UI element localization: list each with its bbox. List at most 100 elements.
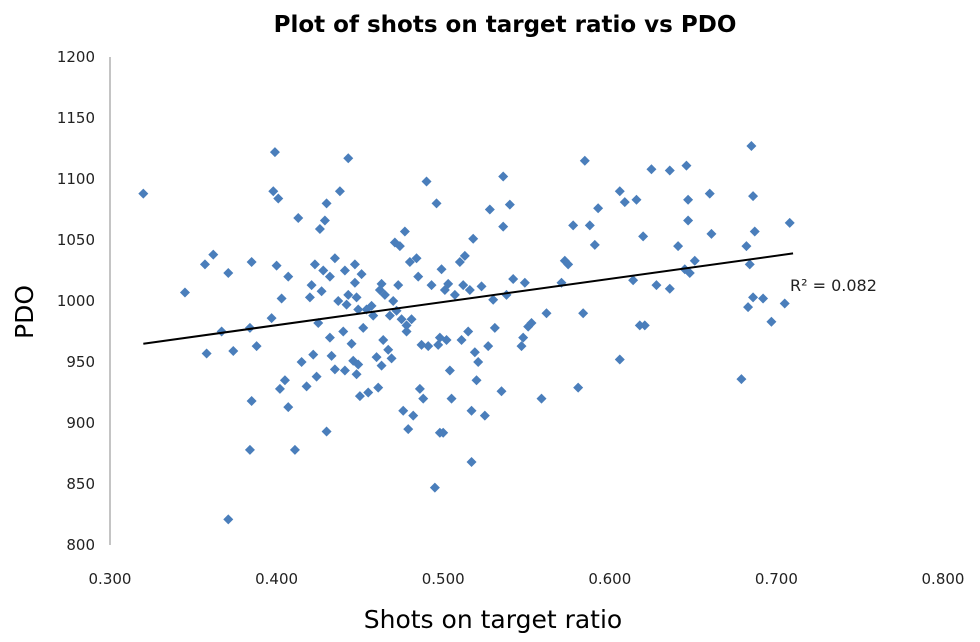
data-point (784, 217, 795, 228)
data-point (279, 375, 290, 386)
data-point (479, 410, 490, 421)
y-tick-label: 800 (66, 536, 95, 554)
x-tick-label: 0.300 (89, 570, 132, 588)
data-point (519, 277, 530, 288)
data-point (736, 374, 747, 385)
data-point (273, 193, 284, 204)
data-point (779, 298, 790, 309)
data-point (301, 381, 312, 392)
data-point (416, 339, 427, 350)
data-point (758, 293, 769, 304)
data-point (431, 198, 442, 209)
data-point (351, 369, 362, 380)
data-point (404, 256, 415, 267)
data-point (321, 198, 332, 209)
data-point (333, 296, 344, 306)
data-point (459, 250, 470, 261)
trendline (143, 252, 794, 345)
data-point (743, 302, 754, 313)
data-point (309, 259, 320, 270)
data-point (589, 239, 600, 250)
data-point (346, 338, 357, 349)
data-point (403, 424, 414, 435)
data-point (706, 228, 717, 239)
data-point (339, 265, 350, 276)
data-point (473, 357, 484, 367)
data-point (341, 299, 352, 310)
data-point (244, 322, 255, 333)
data-point (614, 354, 625, 365)
data-point (414, 383, 425, 394)
data-point (463, 326, 474, 337)
data-point (508, 274, 519, 285)
data-point (418, 393, 429, 404)
data-point (429, 482, 440, 493)
data-point (399, 226, 410, 237)
data-point (351, 292, 362, 303)
data-point (326, 350, 337, 361)
data-point (329, 253, 340, 264)
data-point (396, 314, 407, 325)
data-point (454, 256, 465, 267)
data-point (704, 188, 715, 199)
data-point (579, 155, 590, 166)
data-point (488, 294, 499, 305)
data-point (283, 271, 294, 282)
data-point (406, 314, 417, 325)
data-point (741, 241, 752, 252)
data-point (408, 410, 419, 421)
data-point (316, 286, 327, 297)
data-point (339, 365, 350, 376)
data-point (394, 241, 405, 252)
data-point (516, 341, 527, 352)
data-point (304, 292, 315, 303)
data-point (379, 289, 390, 300)
data-point (353, 304, 364, 315)
y-tick-label: 1150 (57, 109, 95, 127)
data-point (498, 171, 509, 182)
data-point (358, 322, 369, 333)
data-point (371, 352, 382, 363)
data-point (228, 346, 239, 357)
data-point (673, 241, 684, 252)
data-point (449, 289, 460, 300)
data-point (319, 215, 330, 226)
data-point (373, 382, 384, 393)
data-point (324, 271, 335, 282)
data-point (466, 457, 477, 468)
data-point (343, 153, 354, 164)
data-point (468, 233, 479, 244)
data-point (614, 186, 625, 197)
data-point (593, 203, 604, 214)
data-point (744, 259, 755, 270)
data-point (289, 444, 300, 455)
data-point (283, 402, 294, 413)
data-point (496, 386, 507, 397)
x-tick-label: 0.800 (922, 570, 965, 588)
data-point (199, 259, 210, 270)
data-point (223, 267, 234, 278)
data-point (578, 308, 589, 319)
data-point (201, 348, 212, 359)
x-tick-label: 0.600 (588, 570, 631, 588)
data-point (363, 387, 374, 398)
data-point (489, 322, 500, 333)
data-point (584, 220, 595, 231)
data-point (354, 391, 365, 402)
data-point (638, 231, 649, 242)
data-point (338, 326, 349, 337)
data-point (651, 280, 662, 291)
chart-title: Plot of shots on target ratio vs PDO (274, 12, 737, 38)
data-point (573, 382, 584, 393)
data-point (664, 165, 675, 176)
y-tick-label: 1000 (57, 292, 95, 310)
x-tick-label: 0.400 (255, 570, 298, 588)
data-point (246, 256, 257, 267)
data-point (464, 285, 475, 296)
data-point (628, 275, 639, 286)
data-point (466, 405, 477, 416)
data-point (766, 316, 777, 327)
data-point (269, 147, 280, 158)
data-point (536, 393, 547, 404)
data-point (343, 289, 354, 300)
